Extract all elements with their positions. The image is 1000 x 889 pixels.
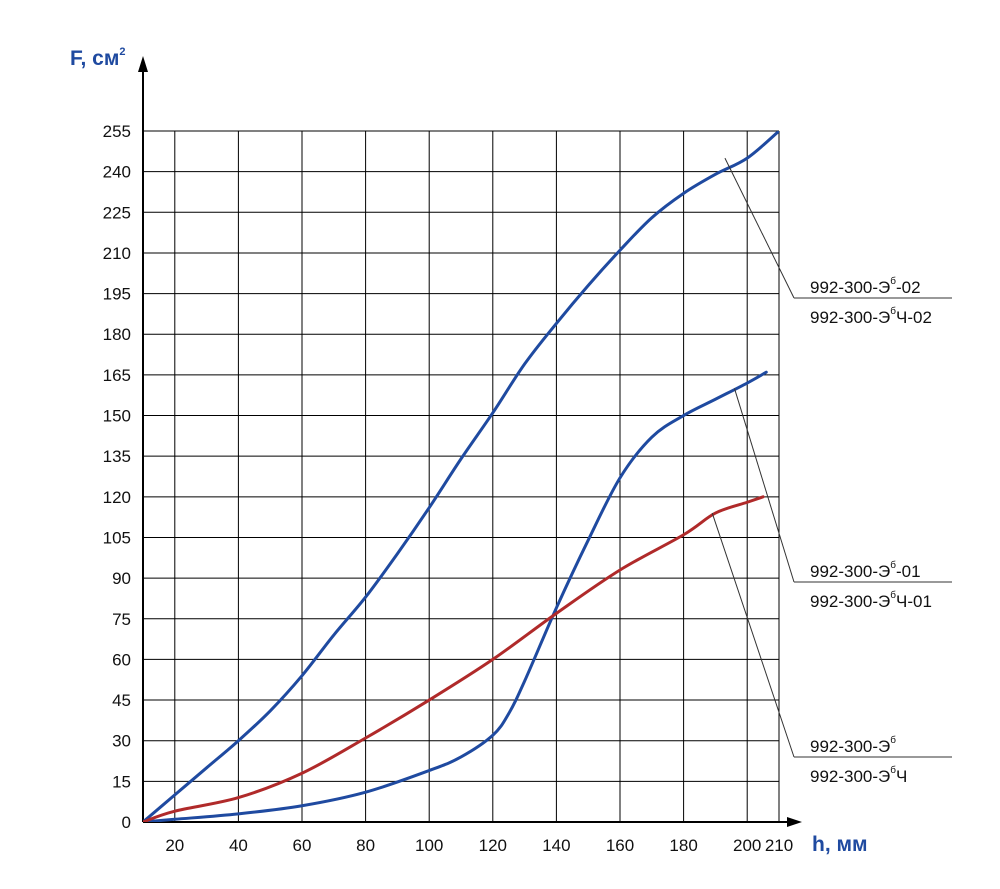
grid <box>143 130 780 822</box>
leader-line <box>711 512 795 758</box>
series-label-top: 992-300-Эб-02 <box>810 275 921 297</box>
x-tick-label: 80 <box>356 836 375 855</box>
y-tick-labels: 0 15 30 45 60 75 90 105 120 135 150 165 180 195 210 225… <box>103 122 131 832</box>
x-tick-label: 180 <box>669 836 697 855</box>
y-tick-label: 150 <box>103 407 131 426</box>
x-axis-arrow <box>787 817 802 827</box>
x-tick-label: 40 <box>229 836 248 855</box>
y-tick-label: 255 <box>103 122 131 141</box>
x-tick-label: 100 <box>415 836 443 855</box>
y-tick-label: 45 <box>112 691 131 710</box>
series-lines <box>143 131 779 822</box>
series-line-2 <box>143 370 768 822</box>
y-tick-label: 90 <box>112 569 131 588</box>
series-label-top: 992-300-Эб <box>810 734 896 756</box>
y-axis-arrow <box>138 56 148 72</box>
x-tick-label: 120 <box>479 836 507 855</box>
y-tick-label: 210 <box>103 244 131 263</box>
y-tick-label: 60 <box>112 650 131 669</box>
x-tick-label: 160 <box>606 836 634 855</box>
y-tick-label: 165 <box>103 366 131 385</box>
y-tick-label: 195 <box>103 285 131 304</box>
axes <box>138 56 802 827</box>
leader-line <box>724 157 795 299</box>
series-line-1 <box>143 131 779 822</box>
y-tick-label: 240 <box>103 163 131 182</box>
x-tick-label: 20 <box>165 836 184 855</box>
leader-line <box>734 388 795 583</box>
x-tick-labels: 20 40 60 80 100 120 140 160 180 200 210 <box>165 836 793 855</box>
y-tick-label: 30 <box>112 732 131 751</box>
y-tick-label: 15 <box>112 772 131 791</box>
x-tick-label: 60 <box>293 836 312 855</box>
series-line-3 <box>143 495 765 822</box>
y-tick-label: 75 <box>112 610 131 629</box>
y-tick-label: 180 <box>103 325 131 344</box>
x-tick-label: 200 <box>733 836 761 855</box>
y-axis-title: F, см2 <box>70 46 126 70</box>
y-tick-label: 135 <box>103 447 131 466</box>
series-label-bottom: 992-300-ЭбЧ-01 <box>810 589 932 611</box>
y-tick-label: 0 <box>122 813 131 832</box>
y-tick-label: 120 <box>103 488 131 507</box>
x-tick-label: 210 <box>765 836 793 855</box>
x-axis-title: h, мм <box>812 833 868 856</box>
series-labels: 992-300-Эб-02 992-300-ЭбЧ-02 992-300-Эб-01… <box>810 275 932 786</box>
y-tick-label: 105 <box>103 528 131 547</box>
series-label-bottom: 992-300-ЭбЧ-02 <box>810 305 932 327</box>
series-label-top: 992-300-Эб-01 <box>810 559 921 581</box>
y-tick-label: 225 <box>103 203 131 222</box>
series-label-bottom: 992-300-ЭбЧ <box>810 764 907 786</box>
leader-lines <box>711 157 952 758</box>
x-tick-label: 140 <box>542 836 570 855</box>
